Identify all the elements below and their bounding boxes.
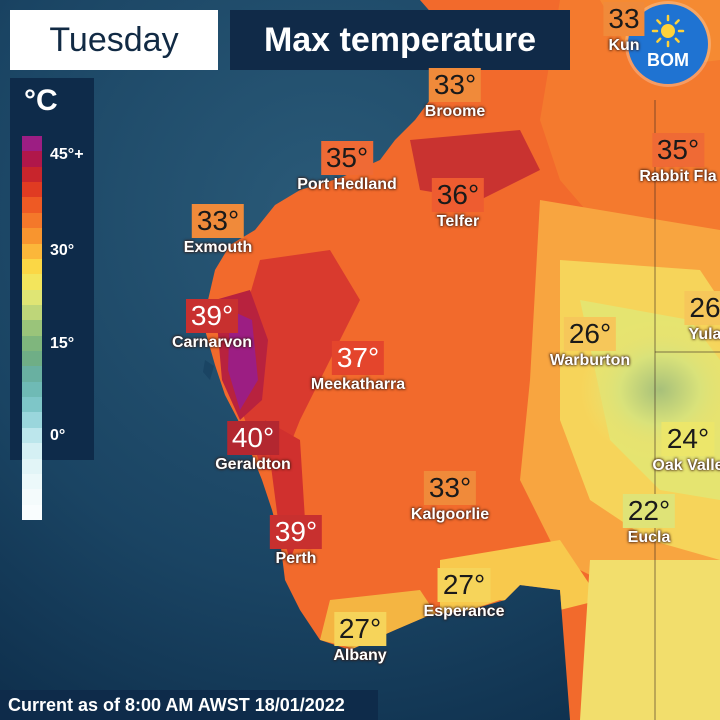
legend-swatch bbox=[22, 458, 42, 474]
legend-swatch bbox=[22, 166, 42, 183]
temp-label: 35° bbox=[320, 141, 374, 175]
legend-swatch bbox=[22, 151, 42, 167]
legend-swatch bbox=[22, 351, 42, 367]
temp-label: 39° bbox=[185, 299, 239, 333]
temp-label: 39° bbox=[269, 515, 323, 549]
temp-label: 26° bbox=[563, 317, 617, 351]
legend-swatch bbox=[22, 366, 42, 382]
city-name: Meekatharra bbox=[310, 376, 406, 393]
legend-swatch bbox=[22, 228, 42, 244]
legend-swatch bbox=[22, 136, 42, 152]
legend-swatch bbox=[22, 320, 42, 336]
city-broome: 33° Broome bbox=[425, 68, 485, 121]
city-port-hedland: 35° Port Hedland bbox=[297, 141, 397, 194]
land-temperature-fill bbox=[203, 0, 720, 720]
bom-logo-text: BOM bbox=[647, 50, 689, 70]
city-exmouth: 33° Exmouth bbox=[184, 204, 252, 257]
legend-swatch bbox=[22, 489, 42, 505]
legend-swatch bbox=[22, 258, 42, 275]
sun-icon bbox=[651, 14, 685, 48]
city-eucla: 22° Eucla bbox=[622, 494, 676, 547]
legend-swatch bbox=[22, 473, 42, 490]
legend-swatch bbox=[22, 397, 42, 413]
city-perth: 39° Perth bbox=[269, 515, 323, 568]
city-yulara: 26 Yula bbox=[684, 291, 720, 344]
legend-swatch bbox=[22, 197, 42, 213]
temp-label: 35° bbox=[651, 133, 705, 167]
temp-label: 24° bbox=[661, 422, 715, 456]
legend-swatch bbox=[22, 182, 42, 198]
legend-color-scale bbox=[22, 136, 42, 520]
city-name: Perth bbox=[275, 550, 317, 567]
city-name: Geraldton bbox=[215, 456, 291, 473]
temp-label: 27° bbox=[333, 612, 387, 646]
temp-label: 33 bbox=[603, 2, 645, 36]
city-albany: 27° Albany bbox=[333, 612, 387, 665]
map-title: Max temperature bbox=[230, 10, 570, 70]
legend-swatch bbox=[22, 243, 42, 259]
city-name: Carnarvon bbox=[171, 334, 253, 351]
temp-label: 33° bbox=[423, 471, 477, 505]
city-name: Telfer bbox=[436, 213, 480, 230]
temperature-legend: °C 45°+ 30° 15° 0° bbox=[10, 78, 94, 520]
city-rabbit-flat: 35° Rabbit Fla bbox=[639, 133, 717, 186]
city-warburton: 26° Warburton bbox=[550, 317, 630, 370]
city-name: Kun bbox=[608, 37, 640, 54]
legend-swatch bbox=[22, 289, 42, 305]
legend-swatch bbox=[22, 427, 42, 444]
legend-swatch bbox=[22, 212, 42, 229]
temp-label: 36° bbox=[431, 178, 485, 212]
legend-swatch bbox=[22, 381, 42, 398]
legend-swatch bbox=[22, 443, 42, 459]
legend-tick-0: 0° bbox=[50, 427, 66, 444]
city-name: Kalgoorlie bbox=[410, 506, 490, 523]
legend-tick-45: 45°+ bbox=[50, 146, 84, 163]
temp-label: 26 bbox=[684, 291, 720, 325]
legend-swatch bbox=[22, 304, 42, 321]
city-name: Warburton bbox=[549, 352, 631, 369]
city-esperance: 27° Esperance bbox=[423, 568, 505, 621]
city-name: Port Hedland bbox=[297, 176, 397, 193]
city-oak-valley: 24° Oak Valle bbox=[652, 422, 720, 475]
city-name: Rabbit Fla bbox=[639, 168, 717, 185]
city-name: Yula bbox=[688, 326, 720, 343]
city-telfer: 36° Telfer bbox=[431, 178, 485, 231]
temp-label: 40° bbox=[226, 421, 280, 455]
city-geraldton: 40° Geraldton bbox=[215, 421, 291, 474]
data-timestamp: Current as of 8:00 AM AWST 18/01/2022 bbox=[0, 690, 378, 720]
legend-swatch bbox=[22, 412, 42, 428]
temp-label: 33° bbox=[191, 204, 245, 238]
temp-label: 22° bbox=[622, 494, 676, 528]
temp-label: 27° bbox=[437, 568, 491, 602]
city-kalgoorlie: 33° Kalgoorlie bbox=[411, 471, 489, 524]
city-meekatharra: 37° Meekatharra bbox=[311, 341, 405, 394]
city-name: Eucla bbox=[627, 529, 671, 546]
legend-swatch bbox=[22, 274, 42, 290]
city-kununurra: 33 Kun bbox=[603, 2, 645, 55]
city-name: Esperance bbox=[423, 603, 505, 620]
city-carnarvon: 39° Carnarvon bbox=[172, 299, 252, 352]
city-name: Albany bbox=[333, 647, 387, 664]
legend-tick-30: 30° bbox=[50, 242, 75, 259]
temp-label: 37° bbox=[331, 341, 385, 375]
temp-label: 33° bbox=[428, 68, 482, 102]
legend-tick-15: 15° bbox=[50, 335, 75, 352]
legend-swatch bbox=[22, 335, 42, 352]
city-name: Broome bbox=[424, 103, 486, 120]
legend-swatch bbox=[22, 504, 42, 520]
city-name: Oak Valle bbox=[652, 457, 720, 474]
day-label: Tuesday bbox=[10, 10, 218, 70]
legend-unit: °C bbox=[24, 84, 58, 117]
city-name: Exmouth bbox=[183, 239, 253, 256]
